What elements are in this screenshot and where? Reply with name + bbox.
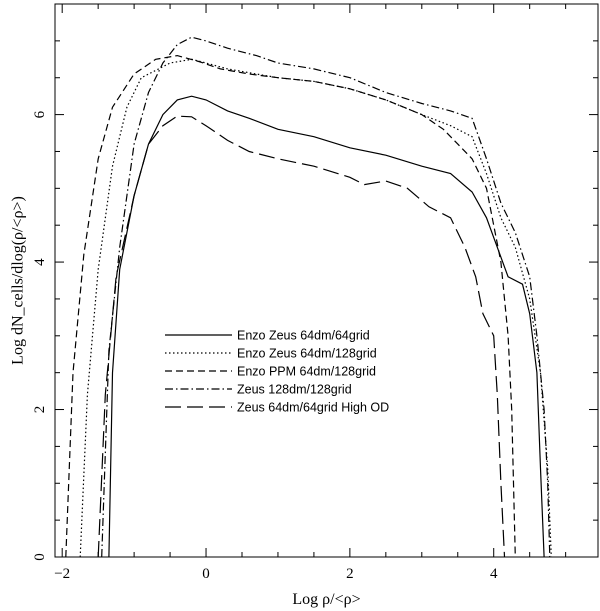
- x-tick-label: −2: [54, 566, 70, 582]
- legend: Enzo Zeus 64dm/64grid Enzo Zeus 64dm/128g…: [165, 329, 389, 415]
- x-tick-label: 2: [346, 566, 354, 582]
- series-group: [65, 36, 552, 558]
- y-axis-label: Log dN_cells/dlog(ρ/<ρ>): [10, 196, 27, 365]
- series-line-5: [97, 115, 506, 558]
- series-line-4: [101, 36, 551, 558]
- x-tick-label: 0: [202, 566, 210, 582]
- y-tick-label: 0: [32, 553, 48, 561]
- x-axis-label: Log ρ/<ρ>: [292, 591, 360, 608]
- y-tick-label: 2: [32, 406, 48, 414]
- legend-label-2: Enzo Zeus 64dm/128grid: [237, 347, 377, 361]
- y-tick-label: 6: [32, 110, 48, 118]
- y-tick-label: 4: [32, 258, 48, 266]
- legend-label-1: Enzo Zeus 64dm/64grid: [237, 329, 370, 343]
- axis-ticks: [55, 3, 598, 558]
- legend-label-5: Zeus 64dm/64grid High OD: [237, 401, 389, 415]
- series-line-2: [79, 58, 552, 558]
- series-line-1: [108, 95, 545, 558]
- axis-tick-labels: −2 0 2 4 0 2 4 6: [32, 110, 498, 582]
- legend-label-3: Enzo PPM 64dm/128grid: [237, 365, 376, 379]
- series-line-3: [65, 54, 516, 558]
- x-tick-label: 4: [490, 566, 498, 582]
- legend-label-4: Zeus 128dm/128grid: [237, 383, 352, 397]
- plot-frame: [54, 3, 599, 558]
